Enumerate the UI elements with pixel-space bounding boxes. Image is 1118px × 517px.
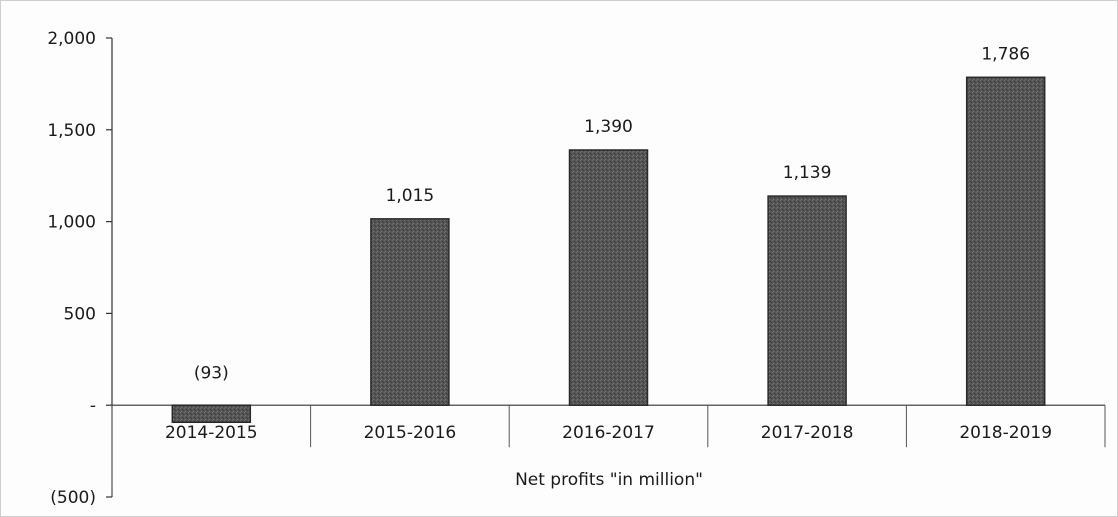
y-tick-label-3: 500 [64,304,96,324]
y-tick-label-0: 2,000 [47,29,96,49]
y-tick-label-2: 1,000 [47,213,96,233]
data-label-1: 1,015 [386,186,435,206]
bar-4 [965,76,1046,406]
x-tick-label-1: 2015-2016 [364,423,457,443]
bar-3 [767,195,847,406]
x-tick-label-3: 2017-2018 [761,423,854,443]
data-label-3: 1,139 [783,163,832,183]
x-tick-label-0: 2014-2015 [165,423,258,443]
x-tick-label-2: 2016-2017 [562,423,655,443]
bar-2 [568,149,649,406]
data-label-2: 1,390 [584,117,633,137]
data-label-4: 1,786 [981,44,1030,64]
bar-0 [171,404,252,424]
bars-layer [171,76,1046,424]
y-tick-label-4: - [90,396,96,416]
data-label-0: (93) [194,363,229,383]
y-tick-label-1: 1,500 [47,121,96,141]
labels-layer: 2014-2015 (93) 2015-2016 1,015 2016-2017 1,39… [165,44,1052,443]
bar-1 [370,218,450,406]
x-axis-title: Net profits "in million" [515,470,703,490]
y-tick-label-5: (500) [50,488,96,508]
x-tick-label-4: 2018-2019 [959,423,1052,443]
